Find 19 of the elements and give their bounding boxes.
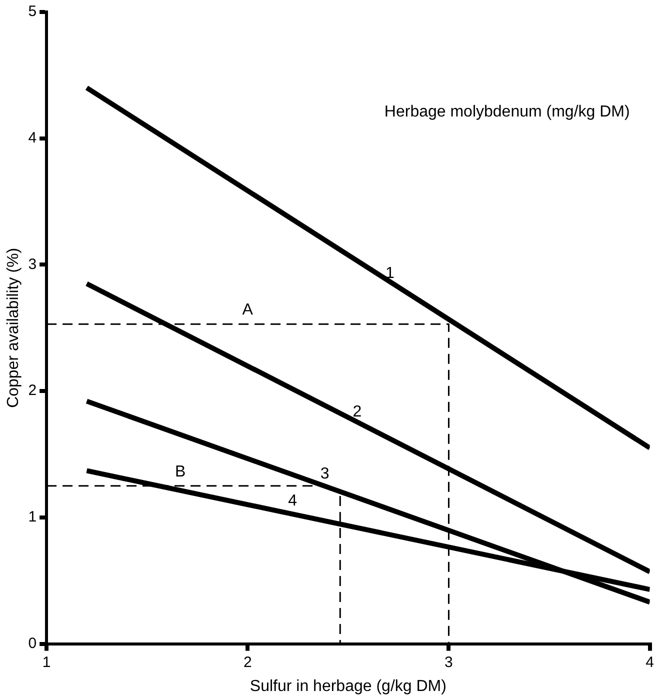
series-label: B	[174, 463, 186, 480]
x-axis-title: Sulfur in herbage (g/kg DM)	[250, 678, 446, 695]
y-tick-label: 5	[28, 3, 37, 20]
x-tick-label: 2	[243, 654, 252, 671]
x-tick-label: 3	[444, 654, 453, 671]
y-tick-label: 3	[28, 256, 37, 273]
series-label: 2	[352, 404, 362, 421]
y-axis-title: Copper availability (%)	[5, 248, 22, 408]
x-tick-label: 4	[646, 654, 654, 671]
series-label: A	[242, 302, 254, 319]
annotation: Herbage molybdenum (mg/kg DM)	[384, 103, 630, 120]
series-label: 3	[320, 466, 330, 483]
y-tick-label: 4	[28, 130, 37, 146]
series-label: 4	[288, 492, 298, 510]
y-tick-label: 1	[28, 508, 37, 526]
series-label: 1	[386, 265, 395, 282]
x-tick-label: 1	[42, 654, 51, 671]
y-tick-label: 2	[28, 382, 37, 400]
y-tick-label: 0	[28, 634, 37, 652]
